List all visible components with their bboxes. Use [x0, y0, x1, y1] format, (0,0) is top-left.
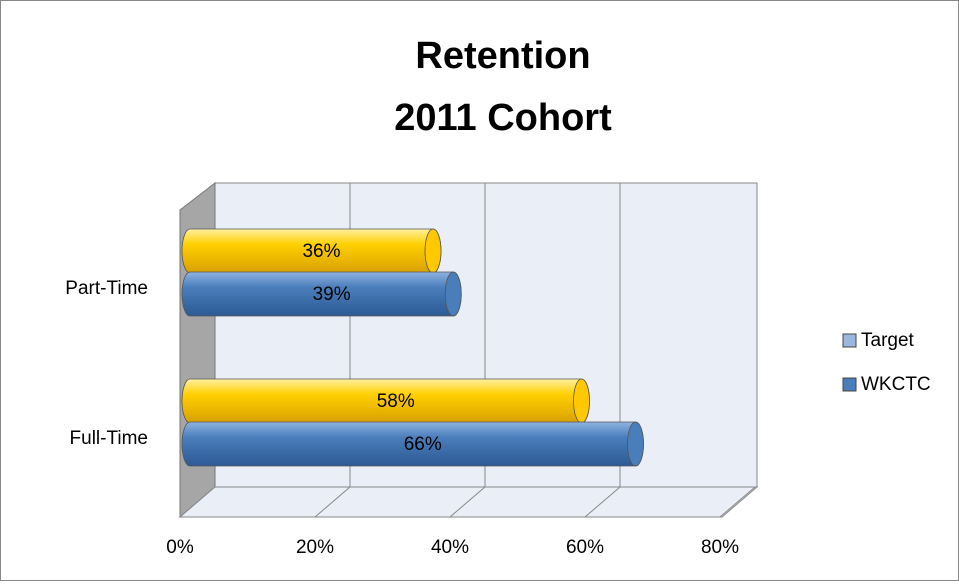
data-label: 39% — [313, 284, 351, 305]
y-tick-label: Part-Time — [65, 278, 148, 299]
floor — [178, 486, 759, 518]
x-tick-label: 0% — [166, 537, 194, 558]
bar-cap — [424, 228, 442, 274]
legend-swatch — [842, 333, 857, 348]
floor-grid-line — [314, 486, 351, 518]
legend-swatch — [842, 377, 857, 392]
floor-grid-line — [449, 486, 486, 518]
x-tick-label: 40% — [431, 537, 469, 558]
bar-cap — [444, 271, 462, 317]
x-tick-label: 60% — [566, 537, 604, 558]
y-tick-label: Full-Time — [70, 428, 148, 449]
bar-cap — [573, 378, 590, 424]
data-label: 36% — [302, 241, 340, 262]
legend-label: Target — [861, 330, 915, 351]
legend-label: WKCTC — [861, 374, 931, 395]
x-tick-label: 20% — [296, 537, 334, 558]
chart-subtitle: 2011 Cohort — [394, 97, 612, 139]
x-tick-label: 80% — [701, 537, 739, 558]
data-label: 66% — [404, 434, 442, 455]
floor-grid-line — [719, 486, 756, 518]
floor-grid-line — [584, 486, 621, 518]
data-label: 58% — [377, 391, 415, 412]
bar-cap — [627, 421, 644, 467]
chart-title: Retention — [415, 35, 590, 77]
